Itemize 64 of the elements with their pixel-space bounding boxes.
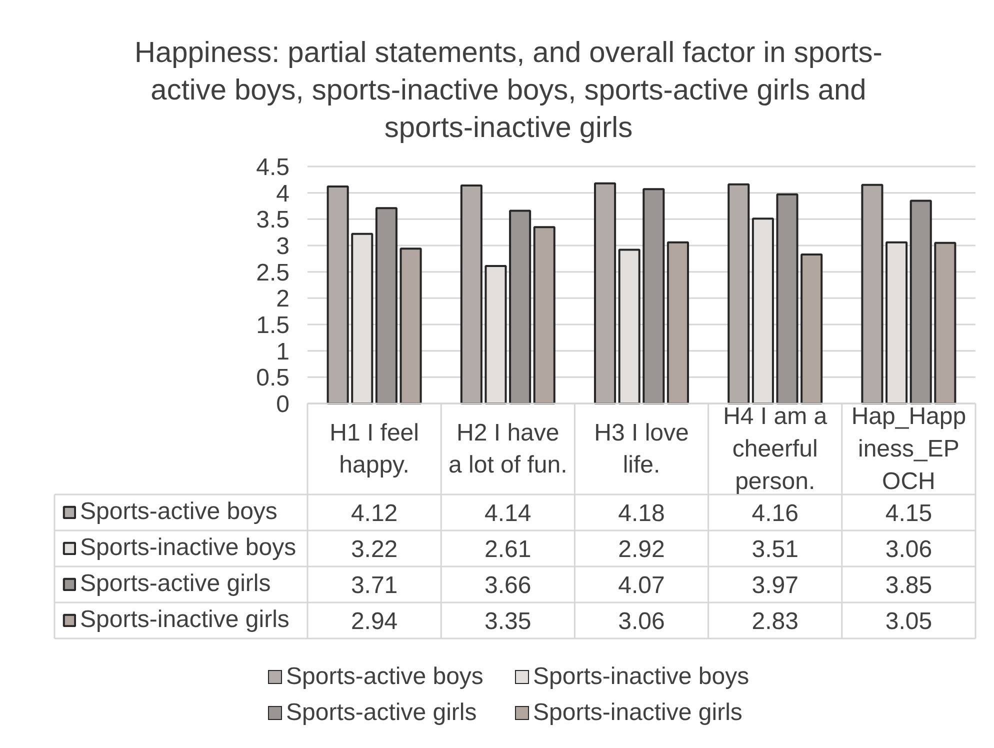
bar [752,218,774,404]
data-label: 3.85 [885,572,932,599]
x-tick-label: H1 I feel happy. [330,419,419,479]
data-label: 3.22 [350,536,398,563]
data-label: 3.05 [885,608,932,635]
data-label: 4.07 [618,572,665,599]
data-label: 4.15 [885,500,932,527]
data-label: 3.51 [752,536,798,563]
y-tick-label: 1.5 [256,312,290,339]
data-label: 4.14 [484,500,532,527]
y-tick-label: 2.5 [256,259,290,286]
data-label: 3.97 [752,572,798,599]
data-label: 3.06 [618,608,665,635]
data-label: 4.18 [618,500,665,527]
text: Sports-active boys [286,663,484,690]
bar [484,265,507,404]
x-tick-label: H3 I love life. [594,419,689,479]
bar [910,200,932,404]
bar [776,193,798,404]
bar [509,210,532,404]
bar [400,248,422,404]
data-label: 3.71 [350,572,398,599]
bar [800,253,823,404]
data-label: 3.35 [484,608,532,635]
bar [886,241,908,404]
bar [351,232,374,404]
y-tick-label: 3.5 [256,206,290,234]
data-label: 2.83 [752,608,798,635]
legend-label: Sports-active girls [80,570,271,598]
y-tick-label: 0.5 [256,364,290,392]
text: Sports-inactive boys [533,663,750,690]
bar [666,241,689,404]
bar [460,184,482,404]
bar [934,242,956,404]
legend-label: Sports-active boys [80,498,278,526]
y-tick-label: 3 [276,233,290,260]
data-label: 2.92 [618,536,665,563]
bar [375,207,398,404]
data-label: 3.06 [885,536,932,563]
legend-label: Sports-inactive girls [80,606,290,634]
bar [533,226,556,404]
y-tick-label: 4 [276,180,290,208]
legend-label: Sports-inactive boys [80,534,296,562]
x-tick-label: Hap_Happiness_EPOCH [851,403,966,495]
y-tick-label: 0 [276,391,290,418]
data-label: 4.16 [752,500,798,527]
bar [642,188,665,404]
chart-title: Happiness: partial statements, and overall factor in sports-active boys, sports-inactive boys, sports-active girls and sports-inactive girls [134,37,882,144]
data-label: 4.12 [350,500,398,527]
data-label: 3.66 [484,572,532,599]
bar [618,248,640,404]
text: Sports-inactive girls [533,699,742,726]
y-tick-label: 4.5 [256,154,290,181]
x-tick-label: H2 I have a lot of fun. [448,419,568,479]
bar [728,183,750,404]
y-tick-label: 2 [276,286,290,313]
bar [326,186,349,404]
data-label: 2.61 [484,536,532,563]
text: Sports-active girls [286,699,477,726]
bar [594,182,616,404]
y-tick-label: 1 [276,338,290,366]
data-label: 2.94 [350,608,398,635]
x-tick-label: H4 I am a cheerful person. [723,403,828,495]
bar [861,184,884,404]
